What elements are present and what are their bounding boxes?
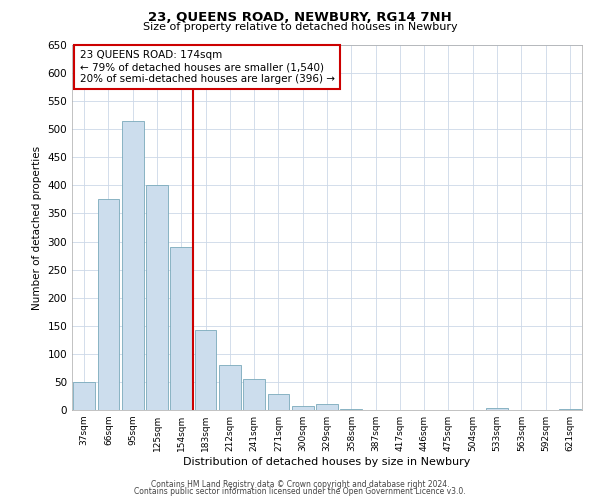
Bar xyxy=(486,408,508,410)
Bar xyxy=(268,394,289,410)
Bar xyxy=(292,406,314,410)
Bar xyxy=(97,200,119,410)
Text: Contains public sector information licensed under the Open Government Licence v3: Contains public sector information licen… xyxy=(134,487,466,496)
Bar xyxy=(243,378,265,410)
X-axis label: Distribution of detached houses by size in Newbury: Distribution of detached houses by size … xyxy=(184,457,470,467)
Bar xyxy=(219,364,241,410)
Y-axis label: Number of detached properties: Number of detached properties xyxy=(32,146,42,310)
Bar xyxy=(340,409,362,410)
Bar xyxy=(194,330,217,410)
Text: Contains HM Land Registry data © Crown copyright and database right 2024.: Contains HM Land Registry data © Crown c… xyxy=(151,480,449,489)
Bar xyxy=(73,382,95,410)
Bar xyxy=(122,121,143,410)
Bar xyxy=(170,247,192,410)
Text: 23, QUEENS ROAD, NEWBURY, RG14 7NH: 23, QUEENS ROAD, NEWBURY, RG14 7NH xyxy=(148,11,452,24)
Bar xyxy=(316,404,338,410)
Bar xyxy=(146,186,168,410)
Text: 23 QUEENS ROAD: 174sqm
← 79% of detached houses are smaller (1,540)
20% of semi-: 23 QUEENS ROAD: 174sqm ← 79% of detached… xyxy=(80,50,335,84)
Text: Size of property relative to detached houses in Newbury: Size of property relative to detached ho… xyxy=(143,22,457,32)
Bar xyxy=(559,409,581,410)
